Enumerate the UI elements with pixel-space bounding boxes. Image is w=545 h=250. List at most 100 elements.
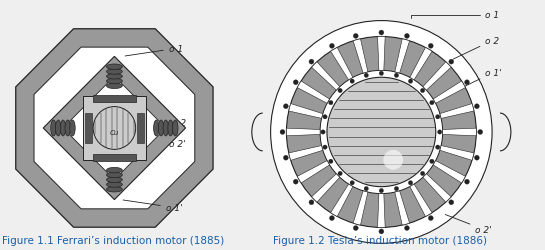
Circle shape: [428, 44, 433, 49]
Wedge shape: [433, 82, 465, 104]
Ellipse shape: [159, 120, 164, 136]
FancyBboxPatch shape: [93, 155, 136, 162]
Circle shape: [321, 130, 325, 134]
Circle shape: [379, 31, 384, 36]
Circle shape: [379, 229, 384, 234]
Ellipse shape: [106, 84, 122, 89]
Circle shape: [435, 115, 440, 119]
Wedge shape: [433, 161, 465, 183]
Circle shape: [320, 71, 443, 194]
Wedge shape: [395, 40, 410, 74]
Polygon shape: [63, 77, 166, 180]
Text: o 2': o 2': [155, 139, 185, 149]
Wedge shape: [410, 184, 432, 216]
Circle shape: [364, 74, 368, 78]
Circle shape: [449, 60, 454, 65]
Circle shape: [271, 22, 492, 243]
Text: Figure 1.2 Tesla’s induction motor (1886): Figure 1.2 Tesla’s induction motor (1886…: [272, 236, 487, 245]
Circle shape: [293, 180, 298, 184]
Text: o 2: o 2: [453, 37, 499, 60]
Circle shape: [474, 156, 480, 160]
Ellipse shape: [70, 120, 75, 136]
Ellipse shape: [106, 65, 122, 70]
Ellipse shape: [173, 120, 178, 136]
Ellipse shape: [51, 120, 56, 136]
Text: Cu: Cu: [110, 130, 119, 136]
Circle shape: [438, 130, 442, 134]
Ellipse shape: [106, 74, 122, 80]
Wedge shape: [395, 191, 410, 225]
Ellipse shape: [106, 79, 122, 84]
Text: Figure 1.1 Ferrari’s induction motor (1885): Figure 1.1 Ferrari’s induction motor (18…: [2, 236, 224, 245]
Circle shape: [383, 150, 403, 170]
Wedge shape: [298, 161, 330, 183]
Circle shape: [338, 89, 342, 93]
FancyBboxPatch shape: [93, 95, 136, 102]
Circle shape: [474, 104, 480, 109]
Ellipse shape: [106, 70, 122, 75]
Text: o 1': o 1': [123, 200, 183, 212]
Circle shape: [353, 226, 358, 230]
Circle shape: [329, 44, 335, 49]
Circle shape: [283, 156, 288, 160]
Wedge shape: [378, 194, 385, 228]
Wedge shape: [353, 191, 368, 225]
Text: o 1': o 1': [451, 68, 502, 94]
FancyBboxPatch shape: [137, 114, 144, 143]
Circle shape: [394, 74, 398, 78]
Ellipse shape: [106, 187, 122, 192]
Text: o 1: o 1: [125, 45, 183, 57]
Wedge shape: [331, 184, 353, 216]
Ellipse shape: [65, 120, 70, 136]
Text: o 1: o 1: [411, 11, 499, 20]
Circle shape: [309, 60, 314, 65]
Wedge shape: [353, 40, 368, 74]
Circle shape: [283, 104, 288, 109]
Circle shape: [338, 172, 342, 176]
Circle shape: [329, 160, 333, 164]
Wedge shape: [423, 174, 451, 202]
Circle shape: [323, 145, 327, 150]
Ellipse shape: [60, 120, 66, 136]
Ellipse shape: [106, 168, 122, 173]
Circle shape: [404, 34, 409, 39]
Circle shape: [420, 172, 425, 176]
Circle shape: [464, 180, 469, 184]
Circle shape: [429, 160, 434, 164]
Text: o 2': o 2': [445, 215, 492, 234]
Ellipse shape: [154, 120, 159, 136]
Polygon shape: [34, 48, 195, 209]
Polygon shape: [43, 57, 186, 200]
Circle shape: [280, 130, 285, 135]
Wedge shape: [440, 146, 474, 161]
Wedge shape: [423, 62, 451, 91]
Wedge shape: [378, 37, 385, 71]
Circle shape: [408, 80, 413, 84]
Polygon shape: [16, 30, 213, 227]
Polygon shape: [83, 97, 146, 160]
Circle shape: [329, 101, 333, 105]
Circle shape: [364, 187, 368, 191]
Ellipse shape: [56, 120, 61, 136]
Circle shape: [464, 80, 469, 86]
Ellipse shape: [163, 120, 168, 136]
Circle shape: [408, 181, 413, 185]
Circle shape: [379, 72, 384, 76]
Circle shape: [428, 216, 433, 221]
Circle shape: [323, 115, 327, 119]
Circle shape: [420, 89, 425, 93]
Circle shape: [404, 226, 409, 230]
Circle shape: [350, 181, 354, 185]
Circle shape: [353, 34, 358, 39]
Circle shape: [429, 101, 434, 105]
Circle shape: [478, 130, 483, 135]
Wedge shape: [331, 48, 353, 80]
Circle shape: [435, 145, 440, 150]
Circle shape: [394, 187, 398, 191]
Ellipse shape: [106, 172, 122, 178]
Wedge shape: [298, 82, 330, 104]
Circle shape: [293, 80, 298, 86]
Wedge shape: [443, 129, 476, 136]
Wedge shape: [440, 104, 474, 119]
Wedge shape: [289, 146, 323, 161]
